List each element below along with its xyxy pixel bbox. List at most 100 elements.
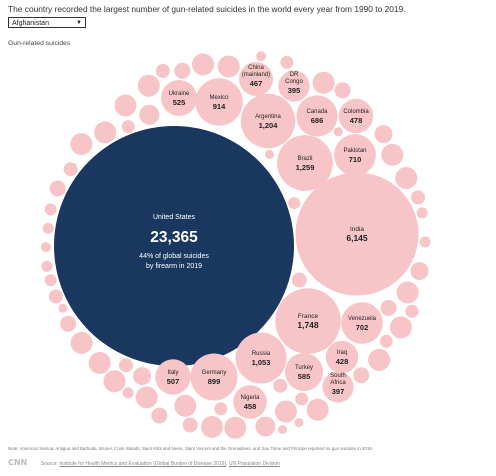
small-country-bubble[interactable] [40, 242, 51, 253]
source-link-ihme[interactable]: Institute for Health Metrics and Evaluat… [59, 461, 227, 467]
small-country-bubble[interactable] [155, 63, 170, 78]
bubble-germany[interactable] [190, 353, 238, 401]
small-country-bubble[interactable] [278, 425, 287, 435]
small-country-bubble[interactable] [306, 398, 329, 421]
small-country-bubble[interactable] [174, 62, 191, 79]
bubble-value-germany: 899 [208, 377, 221, 386]
bubble-value-mexico: 914 [213, 102, 226, 111]
small-country-bubble[interactable] [374, 125, 393, 144]
small-country-bubble[interactable] [70, 331, 93, 354]
small-country-bubble[interactable] [280, 55, 294, 69]
small-country-bubble[interactable] [192, 53, 214, 76]
bubble-label-france: France [298, 313, 319, 320]
small-country-bubble[interactable] [405, 304, 419, 318]
bubble-united-states[interactable] [54, 126, 294, 366]
bubble-label-ukraine: Ukraine [169, 91, 190, 97]
small-country-bubble[interactable] [353, 367, 370, 384]
bubble-venezuela[interactable] [341, 302, 383, 344]
small-country-bubble[interactable] [396, 281, 419, 304]
small-country-bubble[interactable] [380, 299, 397, 316]
country-select[interactable]: Afghanistan ▼ [8, 17, 86, 28]
small-country-bubble[interactable] [265, 149, 274, 159]
small-country-bubble[interactable] [291, 272, 307, 288]
small-country-bubble[interactable] [118, 358, 133, 373]
small-country-bubble[interactable] [295, 392, 309, 406]
small-country-bubble[interactable] [58, 303, 68, 313]
small-country-bubble[interactable] [395, 167, 418, 189]
small-country-bubble[interactable] [288, 197, 301, 210]
small-country-bubble[interactable] [379, 334, 393, 348]
bubble-ukraine[interactable] [161, 80, 197, 116]
small-country-bubble[interactable] [256, 51, 267, 62]
bubble-russia[interactable] [235, 332, 287, 384]
bubble-south-africa[interactable] [322, 371, 354, 403]
small-country-bubble[interactable] [94, 121, 117, 144]
small-country-bubble[interactable] [41, 260, 53, 272]
small-country-bubble[interactable] [274, 400, 297, 423]
bubble-argentina[interactable] [240, 93, 296, 149]
bubble-brazil[interactable] [277, 135, 333, 191]
small-country-bubble[interactable] [103, 370, 126, 393]
bubble-value-brazil: 1,259 [296, 163, 315, 172]
bubble-canada[interactable] [296, 95, 338, 137]
chevron-down-icon: ▼ [76, 20, 82, 26]
bubble-label-pakistan: Pakistan [343, 148, 366, 154]
bubble-mexico[interactable] [195, 78, 243, 126]
small-country-bubble[interactable] [368, 348, 391, 371]
source-link-un[interactable]: UN Population Division [228, 461, 280, 467]
small-country-bubble[interactable] [224, 416, 247, 439]
small-country-bubble[interactable] [411, 190, 426, 205]
small-country-bubble[interactable] [133, 367, 151, 386]
small-country-bubble[interactable] [273, 378, 288, 393]
bubble-dr-congo[interactable] [278, 70, 310, 102]
small-country-bubble[interactable] [88, 351, 111, 374]
bubble-label-italy: Italy [167, 370, 178, 376]
small-country-bubble[interactable] [42, 222, 54, 234]
small-country-bubble[interactable] [44, 203, 57, 216]
small-country-bubble[interactable] [312, 71, 335, 94]
bubble-turkey[interactable] [285, 353, 323, 391]
small-country-bubble[interactable] [201, 415, 223, 438]
bubble-china-mainland[interactable] [239, 62, 273, 96]
small-country-bubble[interactable] [174, 394, 197, 417]
small-country-bubble[interactable] [381, 143, 404, 166]
bubble-note-line1: 44% of global suicides [139, 253, 209, 260]
bubble-label-india: India [350, 226, 364, 233]
small-country-bubble[interactable] [48, 289, 63, 304]
small-country-bubble[interactable] [63, 162, 78, 177]
small-country-bubble[interactable] [217, 55, 240, 78]
bubble-colombia[interactable] [338, 98, 374, 134]
small-country-bubble[interactable] [139, 104, 160, 125]
small-country-bubble[interactable] [419, 236, 431, 248]
bubble-india[interactable] [295, 172, 419, 296]
small-country-bubble[interactable] [255, 416, 276, 437]
bubble-nigeria[interactable] [233, 385, 267, 419]
small-country-bubble[interactable] [151, 407, 168, 424]
bubble-italy[interactable] [155, 359, 191, 395]
bubble-france[interactable] [275, 288, 341, 354]
small-country-bubble[interactable] [334, 82, 351, 99]
bubble-label-united-states: United States [153, 214, 196, 221]
small-country-bubble[interactable] [121, 120, 135, 134]
bubble-value-france: 1,748 [297, 320, 319, 330]
small-country-bubble[interactable] [410, 262, 429, 280]
bubble-iraq[interactable] [325, 340, 359, 374]
small-country-bubble[interactable] [44, 274, 57, 287]
small-country-bubble[interactable] [416, 207, 428, 219]
bubble-value-argentina: 1,204 [259, 121, 279, 130]
cnn-logo: CNN [8, 458, 28, 467]
small-country-bubble[interactable] [114, 94, 137, 117]
bubble-note-line2: by firearm in 2019 [146, 263, 202, 270]
bubble-pakistan[interactable] [334, 134, 376, 176]
small-country-bubble[interactable] [137, 74, 160, 97]
small-country-bubble[interactable] [135, 386, 158, 409]
small-country-bubble[interactable] [389, 316, 412, 339]
small-country-bubble[interactable] [333, 127, 343, 137]
small-country-bubble[interactable] [182, 417, 198, 433]
small-country-bubble[interactable] [60, 315, 77, 332]
small-country-bubble[interactable] [294, 418, 304, 428]
small-country-bubble[interactable] [49, 180, 66, 197]
small-country-bubble[interactable] [122, 387, 134, 399]
small-country-bubble[interactable] [70, 133, 93, 156]
small-country-bubble[interactable] [214, 402, 228, 416]
